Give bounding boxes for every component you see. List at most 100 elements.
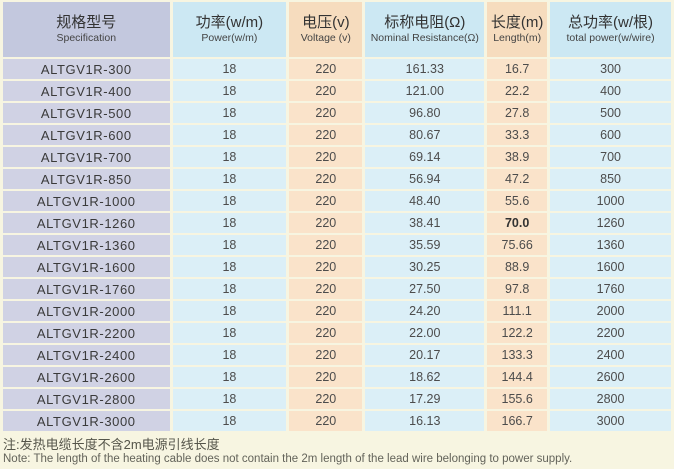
total-power-cell: 1260 bbox=[550, 213, 671, 233]
length-cell: 97.8 bbox=[487, 279, 548, 299]
table-row: ALTGV1R-3000 18 220 16.13 166.7 3000 bbox=[3, 411, 671, 431]
column-header-specification: 规格型号 Specification bbox=[3, 2, 170, 57]
voltage-cell: 220 bbox=[289, 367, 363, 387]
spec-cell: ALTGV1R-2200 bbox=[3, 323, 170, 343]
voltage-cell: 220 bbox=[289, 323, 363, 343]
column-header-power: 功率(w/m) Power(w/m) bbox=[172, 2, 287, 57]
voltage-cell: 220 bbox=[289, 301, 363, 321]
total-power-cell: 400 bbox=[550, 81, 671, 101]
column-header-nominal-resistance: 标称电阻(Ω) Nominal Resistance(Ω) bbox=[365, 2, 485, 57]
column-header-length-en: Length(m) bbox=[493, 32, 542, 45]
power-cell: 18 bbox=[172, 125, 287, 145]
spec-cell: ALTGV1R-300 bbox=[3, 59, 170, 79]
voltage-cell: 220 bbox=[289, 191, 363, 211]
length-cell: 38.9 bbox=[487, 147, 548, 167]
length-cell: 155.6 bbox=[487, 389, 548, 409]
total-power-cell: 500 bbox=[550, 103, 671, 123]
specification-table: 规格型号 Specification 功率(w/m) Power(w/m) 电压(v) V… bbox=[3, 2, 671, 431]
column-header-power-zh: 功率(w/m) bbox=[195, 13, 264, 31]
spec-cell: ALTGV1R-1360 bbox=[3, 235, 170, 255]
column-header-nominal-resistance-en: Nominal Resistance(Ω) bbox=[370, 32, 479, 45]
table-row: ALTGV1R-600 18 220 80.67 33.3 600 bbox=[3, 125, 671, 145]
nominal-resistance-cell: 121.00 bbox=[365, 81, 485, 101]
nominal-resistance-cell: 96.80 bbox=[365, 103, 485, 123]
table-row: ALTGV1R-500 18 220 96.80 27.8 500 bbox=[3, 103, 671, 123]
table-row: ALTGV1R-1760 18 220 27.50 97.8 1760 bbox=[3, 279, 671, 299]
power-cell: 18 bbox=[172, 257, 287, 277]
nominal-resistance-cell: 16.13 bbox=[365, 411, 485, 431]
power-cell: 18 bbox=[172, 389, 287, 409]
spec-cell: ALTGV1R-2400 bbox=[3, 345, 170, 365]
nominal-resistance-cell: 80.67 bbox=[365, 125, 485, 145]
length-cell: 122.2 bbox=[487, 323, 548, 343]
voltage-cell: 220 bbox=[289, 59, 363, 79]
column-header-specification-zh: 规格型号 bbox=[56, 13, 117, 31]
spec-cell: ALTGV1R-2800 bbox=[3, 389, 170, 409]
table-row: ALTGV1R-2600 18 220 18.62 144.4 2600 bbox=[3, 367, 671, 387]
length-cell: 16.7 bbox=[487, 59, 548, 79]
nominal-resistance-cell: 35.59 bbox=[365, 235, 485, 255]
nominal-resistance-cell: 17.29 bbox=[365, 389, 485, 409]
table-row: ALTGV1R-300 18 220 161.33 16.7 300 bbox=[3, 59, 671, 79]
table-row: ALTGV1R-700 18 220 69.14 38.9 700 bbox=[3, 147, 671, 167]
length-cell: 111.1 bbox=[487, 301, 548, 321]
voltage-cell: 220 bbox=[289, 213, 363, 233]
spec-cell: ALTGV1R-2000 bbox=[3, 301, 170, 321]
total-power-cell: 2000 bbox=[550, 301, 671, 321]
power-cell: 18 bbox=[172, 59, 287, 79]
nominal-resistance-cell: 20.17 bbox=[365, 345, 485, 365]
spec-cell: ALTGV1R-850 bbox=[3, 169, 170, 189]
nominal-resistance-cell: 69.14 bbox=[365, 147, 485, 167]
table-header-row: 规格型号 Specification 功率(w/m) Power(w/m) 电压(v) V… bbox=[3, 2, 671, 57]
total-power-cell: 1600 bbox=[550, 257, 671, 277]
total-power-cell: 1000 bbox=[550, 191, 671, 211]
voltage-cell: 220 bbox=[289, 169, 363, 189]
power-cell: 18 bbox=[172, 191, 287, 211]
column-header-total-power-en: total power(w/wire) bbox=[566, 32, 655, 45]
total-power-cell: 850 bbox=[550, 169, 671, 189]
power-cell: 18 bbox=[172, 169, 287, 189]
spec-cell: ALTGV1R-400 bbox=[3, 81, 170, 101]
total-power-cell: 700 bbox=[550, 147, 671, 167]
voltage-cell: 220 bbox=[289, 279, 363, 299]
column-header-specification-en: Specification bbox=[56, 32, 117, 45]
spec-cell: ALTGV1R-1600 bbox=[3, 257, 170, 277]
nominal-resistance-cell: 30.25 bbox=[365, 257, 485, 277]
column-header-voltage: 电压(v) Voltage (v) bbox=[289, 2, 363, 57]
voltage-cell: 220 bbox=[289, 411, 363, 431]
spec-cell: ALTGV1R-1260 bbox=[3, 213, 170, 233]
note-chinese: 注:发热电缆长度不含2m电源引线长度 bbox=[3, 437, 220, 452]
table-row: ALTGV1R-1260 18 220 38.41 70.0 1260 bbox=[3, 213, 671, 233]
table-row: ALTGV1R-1000 18 220 48.40 55.6 1000 bbox=[3, 191, 671, 211]
power-cell: 18 bbox=[172, 103, 287, 123]
note-english: Note: The length of the heating cable do… bbox=[3, 452, 573, 465]
voltage-cell: 220 bbox=[289, 147, 363, 167]
spec-cell: ALTGV1R-3000 bbox=[3, 411, 170, 431]
power-cell: 18 bbox=[172, 323, 287, 343]
length-cell: 55.6 bbox=[487, 191, 548, 211]
voltage-cell: 220 bbox=[289, 257, 363, 277]
total-power-cell: 3000 bbox=[550, 411, 671, 431]
table-row: ALTGV1R-2800 18 220 17.29 155.6 2800 bbox=[3, 389, 671, 409]
table-row: ALTGV1R-2000 18 220 24.20 111.1 2000 bbox=[3, 301, 671, 321]
table-row: ALTGV1R-2400 18 220 20.17 133.3 2400 bbox=[3, 345, 671, 365]
nominal-resistance-cell: 38.41 bbox=[365, 213, 485, 233]
spec-cell: ALTGV1R-600 bbox=[3, 125, 170, 145]
length-cell: 22.2 bbox=[487, 81, 548, 101]
total-power-cell: 2800 bbox=[550, 389, 671, 409]
voltage-cell: 220 bbox=[289, 125, 363, 145]
spec-cell: ALTGV1R-1000 bbox=[3, 191, 170, 211]
length-cell: 33.3 bbox=[487, 125, 548, 145]
table-header: 规格型号 Specification 功率(w/m) Power(w/m) 电压(v) V… bbox=[3, 2, 671, 57]
column-header-power-en: Power(w/m) bbox=[201, 32, 258, 45]
nominal-resistance-cell: 27.50 bbox=[365, 279, 485, 299]
length-cell: 144.4 bbox=[487, 367, 548, 387]
voltage-cell: 220 bbox=[289, 345, 363, 365]
table-row: ALTGV1R-2200 18 220 22.00 122.2 2200 bbox=[3, 323, 671, 343]
spec-cell: ALTGV1R-700 bbox=[3, 147, 170, 167]
voltage-cell: 220 bbox=[289, 235, 363, 255]
total-power-cell: 2200 bbox=[550, 323, 671, 343]
column-header-length-zh: 长度(m) bbox=[490, 13, 544, 31]
spec-cell: ALTGV1R-500 bbox=[3, 103, 170, 123]
table-row: ALTGV1R-1360 18 220 35.59 75.66 1360 bbox=[3, 235, 671, 255]
